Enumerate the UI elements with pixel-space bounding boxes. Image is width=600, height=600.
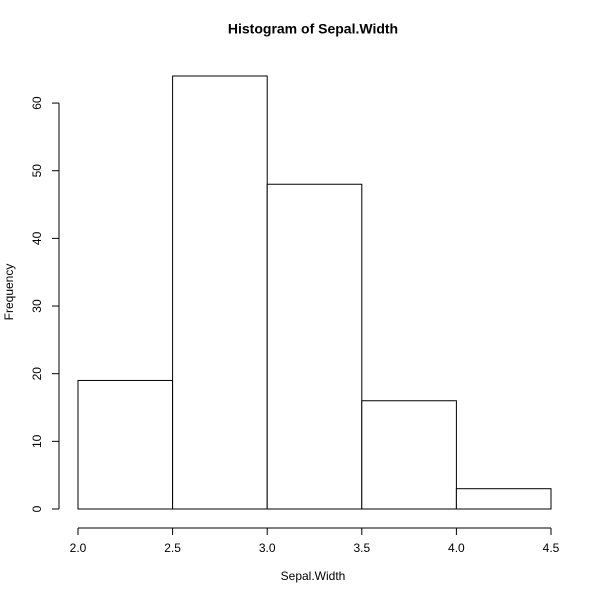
y-tick-label: 30: [30, 299, 44, 313]
chart-title: Histogram of Sepal.Width: [228, 21, 398, 37]
x-axis-label: Sepal.Width: [281, 569, 346, 583]
x-tick-label: 2.0: [70, 541, 87, 555]
y-axis-label: Frequency: [2, 264, 16, 321]
y-tick-label: 0: [30, 505, 44, 512]
x-tick-label: 2.5: [164, 541, 181, 555]
y-tick-label: 10: [30, 434, 44, 448]
x-tick-label: 4.0: [448, 541, 465, 555]
y-tick-label: 20: [30, 367, 44, 381]
x-tick-label: 4.5: [543, 541, 560, 555]
x-tick-label: 3.0: [259, 541, 276, 555]
y-tick-label: 60: [30, 96, 44, 110]
histogram-bar: [77, 379, 174, 510]
y-tick-label: 40: [30, 231, 44, 245]
histogram-bar: [455, 488, 552, 510]
x-tick-label: 3.5: [353, 541, 370, 555]
histogram-bar: [172, 75, 268, 510]
y-tick-label: 50: [30, 164, 44, 178]
histogram-bar: [361, 400, 457, 510]
histogram-bar: [266, 183, 363, 510]
